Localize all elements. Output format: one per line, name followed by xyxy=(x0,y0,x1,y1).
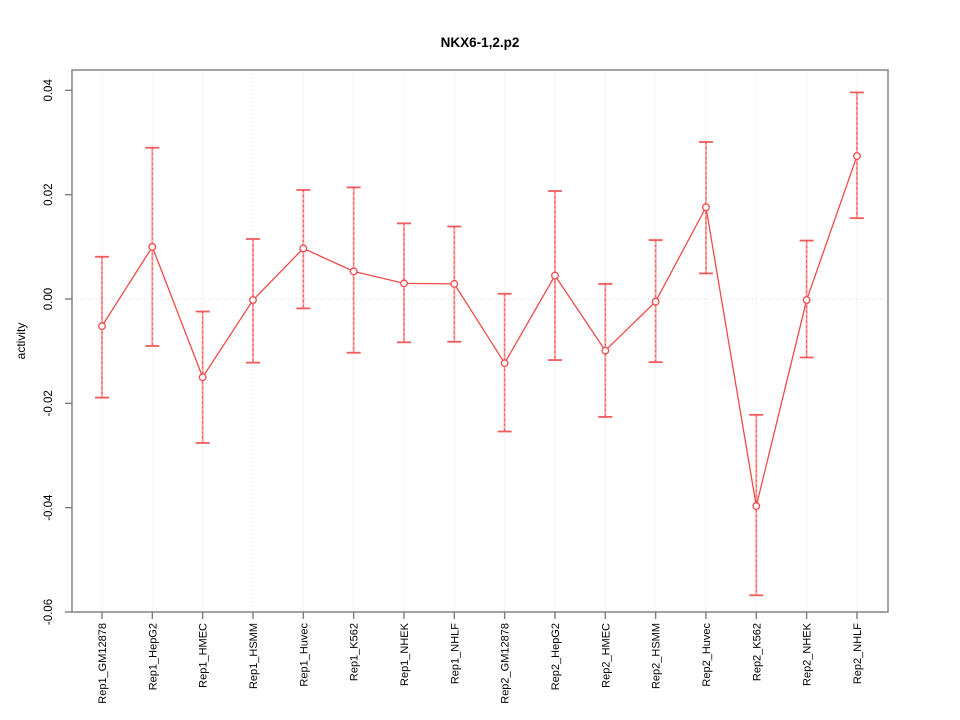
x-tick-label: Rep1_NHEK xyxy=(399,622,411,686)
data-point xyxy=(853,152,861,161)
y-tick-label: 0.00 xyxy=(43,288,55,310)
x-tick-label: Rep1_K562 xyxy=(349,623,361,681)
data-point xyxy=(198,373,207,382)
data-point xyxy=(601,346,610,355)
data-point xyxy=(249,296,257,305)
y-tick-label: -0.06 xyxy=(43,599,55,625)
x-tick-label: Rep1_HepG2 xyxy=(147,623,159,690)
data-point xyxy=(500,359,509,368)
plot-border xyxy=(71,69,889,613)
x-tick-label: Rep1_HMEC xyxy=(198,623,210,688)
y-axis-label: activity xyxy=(14,323,28,360)
data-point xyxy=(148,242,157,251)
data-point xyxy=(299,244,308,253)
x-tick-label: Rep1_Huvec xyxy=(298,623,310,687)
x-tick-label: Rep2_GM12878 xyxy=(500,623,512,704)
x-tick-label: Rep2_HMEC xyxy=(600,623,612,688)
x-tick-label: Rep2_K562 xyxy=(751,623,763,681)
x-tick-label: Rep2_HepG2 xyxy=(550,623,562,690)
y-tick-label: -0.02 xyxy=(43,390,55,416)
data-point xyxy=(98,322,106,331)
data-point xyxy=(551,271,559,280)
data-point xyxy=(651,297,660,306)
chart-title: NKX6-1,2.p2 xyxy=(441,35,520,50)
y-tick-label: -0.04 xyxy=(43,494,55,521)
x-tick-label: Rep2_Huvec xyxy=(701,623,713,687)
x-tick-label: Rep1_HSMM xyxy=(248,623,260,689)
x-tick-label: Rep2_NHLF xyxy=(852,623,864,684)
data-point xyxy=(400,279,408,288)
y-tick-label: 0.04 xyxy=(43,79,55,102)
x-tick-label: Rep2_NHEK xyxy=(802,622,814,686)
x-tick-label: Rep2_HSMM xyxy=(651,623,663,689)
y-tick-label: 0.02 xyxy=(43,183,55,205)
data-point xyxy=(702,203,710,212)
data-point xyxy=(450,279,459,288)
x-tick-label: Rep1_NHLF xyxy=(449,623,461,684)
series-line xyxy=(101,155,858,507)
x-tick-label: Rep1_GM12878 xyxy=(97,623,109,704)
data-point xyxy=(802,296,811,305)
data-point xyxy=(349,267,358,276)
data-point xyxy=(752,502,761,511)
